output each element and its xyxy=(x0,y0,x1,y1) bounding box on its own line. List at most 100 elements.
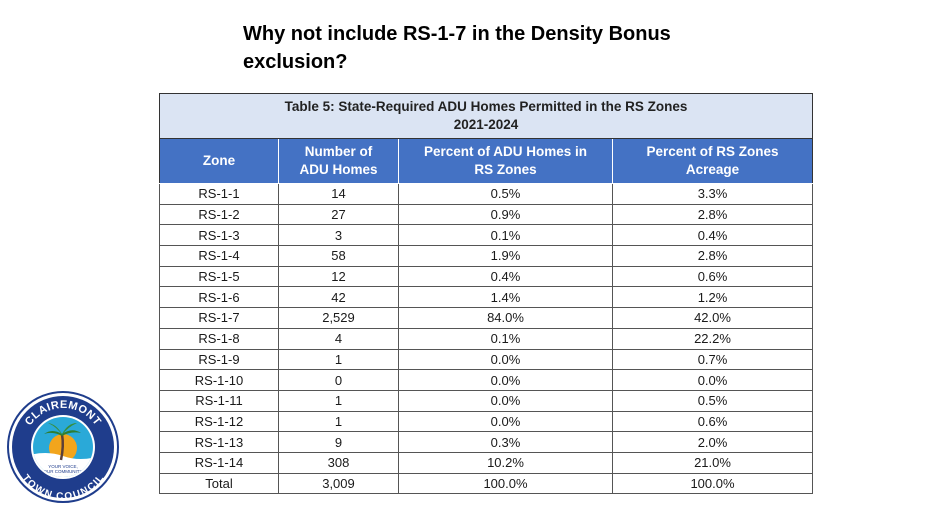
cell-percent-adu: 0.0% xyxy=(398,389,613,412)
cell-percent-adu: 0.0% xyxy=(398,369,613,391)
table-row: RS-1-1 14 0.5% 3.3% xyxy=(159,183,814,205)
cell-number-adu: 4 xyxy=(278,327,399,350)
cell-zone: RS-1-2 xyxy=(159,203,279,226)
cell-number-adu: 1 xyxy=(278,389,399,412)
cell-percent-acreage: 0.4% xyxy=(611,224,814,247)
caption-line-2: 2021-2024 xyxy=(453,117,519,132)
table-row: RS-1-2 27 0.9% 2.8% xyxy=(159,203,814,226)
cell-percent-acreage: 22.2% xyxy=(611,327,814,350)
table-row: RS-1-10 0 0.0% 0.0% xyxy=(159,369,814,391)
cell-percent-adu: 1.9% xyxy=(398,245,613,267)
cell-percent-acreage: 2.8% xyxy=(611,245,814,267)
cell-zone: RS-1-7 xyxy=(159,307,279,329)
cell-percent-adu: 0.9% xyxy=(398,203,613,226)
logo-center-text-2: OUR COMMUNITY xyxy=(44,469,83,474)
cell-number-adu: 3,009 xyxy=(278,472,399,495)
table-row: RS-1-12 1 0.0% 0.6% xyxy=(159,410,814,433)
header-number-line-2: ADU Homes xyxy=(299,162,378,177)
cell-percent-acreage: 0.6% xyxy=(611,410,814,433)
table-total-row: Total 3,009 100.0% 100.0% xyxy=(159,472,814,495)
cell-percent-acreage: 42.0% xyxy=(611,307,814,329)
cell-percent-adu: 0.1% xyxy=(398,327,613,350)
palm-tree-icon xyxy=(44,423,81,461)
header-pct-acreage-line-2: Acreage xyxy=(685,162,740,177)
cell-number-adu: 14 xyxy=(278,183,399,205)
cell-percent-acreage: 100.0% xyxy=(611,472,814,495)
cell-number-adu: 0 xyxy=(278,369,399,391)
adu-homes-table: Table 5: State-Required ADU Homes Permit… xyxy=(158,93,814,495)
cell-number-adu: 58 xyxy=(278,245,399,267)
table-row: RS-1-13 9 0.3% 2.0% xyxy=(159,431,814,453)
table-body: RS-1-1 14 0.5% 3.3% RS-1-2 27 0.9% 2.8% RS-1-3 3 0… xyxy=(159,183,814,495)
logo-center-text-1: YOUR VOICE, xyxy=(48,464,78,469)
cell-zone: RS-1-6 xyxy=(159,286,279,309)
header-pct-acreage-line-1: Percent of RS Zones xyxy=(646,144,779,159)
cell-number-adu: 308 xyxy=(278,451,399,474)
cell-number-adu: 9 xyxy=(278,431,399,453)
cell-percent-acreage: 0.5% xyxy=(611,389,814,412)
table-row: RS-1-6 42 1.4% 1.2% xyxy=(159,286,814,309)
cell-percent-adu: 1.4% xyxy=(398,286,613,309)
cell-zone: RS-1-13 xyxy=(159,431,279,453)
header-number-line-1: Number of xyxy=(304,144,373,159)
cell-number-adu: 1 xyxy=(278,348,399,371)
header-zone-label: Zone xyxy=(202,153,236,168)
cell-percent-acreage: 1.2% xyxy=(611,286,814,309)
header-zone: Zone xyxy=(159,138,279,184)
adu-table-container: Table 5: State-Required ADU Homes Permit… xyxy=(158,93,814,495)
table-row: RS-1-14 308 10.2% 21.0% xyxy=(159,451,814,474)
cell-percent-adu: 0.4% xyxy=(398,265,613,288)
cell-number-adu: 42 xyxy=(278,286,399,309)
cell-number-adu: 12 xyxy=(278,265,399,288)
cell-zone: RS-1-1 xyxy=(159,183,279,205)
table-row: RS-1-9 1 0.0% 0.7% xyxy=(159,348,814,371)
slide-title: Why not include RS-1-7 in the Density Bo… xyxy=(243,20,763,76)
cell-number-adu: 2,529 xyxy=(278,307,399,329)
cell-percent-acreage: 0.0% xyxy=(611,369,814,391)
cell-percent-acreage: 3.3% xyxy=(611,183,814,205)
cell-zone: RS-1-8 xyxy=(159,327,279,350)
cell-percent-adu: 0.1% xyxy=(398,224,613,247)
clairemont-town-council-logo: YOUR VOICE, OUR COMMUNITY CLAIREMONT TOW… xyxy=(7,391,119,503)
cell-number-adu: 27 xyxy=(278,203,399,226)
cell-zone: RS-1-14 xyxy=(159,451,279,474)
table-row: RS-1-7 2,529 84.0% 42.0% xyxy=(159,307,814,329)
caption-line-1: Table 5: State-Required ADU Homes Permit… xyxy=(284,99,688,114)
table-row: RS-1-8 4 0.1% 22.2% xyxy=(159,327,814,350)
cell-percent-acreage: 0.7% xyxy=(611,348,814,371)
cell-percent-acreage: 2.0% xyxy=(611,431,814,453)
cell-percent-acreage: 0.6% xyxy=(611,265,814,288)
cell-percent-adu: 0.0% xyxy=(398,410,613,433)
cell-zone: RS-1-5 xyxy=(159,265,279,288)
cell-percent-adu: 100.0% xyxy=(398,472,613,495)
cell-number-adu: 3 xyxy=(278,224,399,247)
title-line-1: Why not include RS-1-7 in the Density Bo… xyxy=(243,23,671,45)
cell-percent-acreage: 2.8% xyxy=(611,203,814,226)
table-caption: Table 5: State-Required ADU Homes Permit… xyxy=(158,93,814,139)
header-number-adu: Number of ADU Homes xyxy=(278,138,399,184)
title-line-2: exclusion? xyxy=(243,51,348,73)
cell-zone: RS-1-4 xyxy=(159,245,279,267)
header-percent-acreage: Percent of RS Zones Acreage xyxy=(611,138,814,184)
cell-percent-adu: 10.2% xyxy=(398,451,613,474)
cell-percent-adu: 0.5% xyxy=(398,183,613,205)
header-pct-homes-line-1: Percent of ADU Homes in xyxy=(423,144,588,159)
cell-percent-adu: 0.3% xyxy=(398,431,613,453)
table-row: RS-1-11 1 0.0% 0.5% xyxy=(159,389,814,412)
cell-zone: RS-1-3 xyxy=(159,224,279,247)
table-row: RS-1-5 12 0.4% 0.6% xyxy=(159,265,814,288)
cell-zone: RS-1-9 xyxy=(159,348,279,371)
table-header-row: Zone Number of ADU Homes Percent of ADU H… xyxy=(159,138,814,184)
cell-number-adu: 1 xyxy=(278,410,399,433)
cell-zone: RS-1-10 xyxy=(159,369,279,391)
cell-percent-adu: 84.0% xyxy=(398,307,613,329)
table-row: RS-1-4 58 1.9% 2.8% xyxy=(159,245,814,267)
header-pct-homes-line-2: RS Zones xyxy=(474,162,537,177)
table-caption-row: Table 5: State-Required ADU Homes Permit… xyxy=(158,93,814,139)
table-row: RS-1-3 3 0.1% 0.4% xyxy=(159,224,814,247)
cell-percent-acreage: 21.0% xyxy=(611,451,814,474)
cell-zone: Total xyxy=(159,472,279,495)
cell-zone: RS-1-11 xyxy=(159,389,279,412)
cell-percent-adu: 0.0% xyxy=(398,348,613,371)
header-percent-adu-homes: Percent of ADU Homes in RS Zones xyxy=(398,138,613,184)
